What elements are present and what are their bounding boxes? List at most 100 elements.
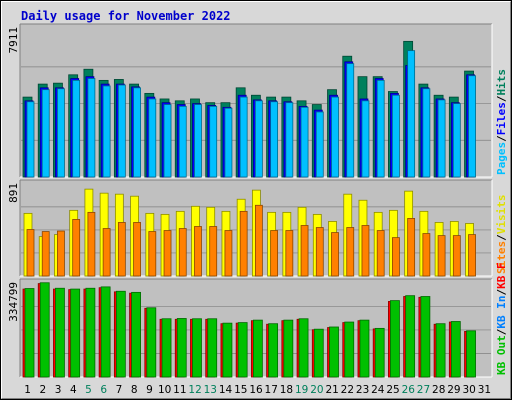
bar-sites-16 xyxy=(254,204,263,277)
x-tick-label: 23 xyxy=(356,384,369,396)
x-tick-label: 12 xyxy=(188,384,201,396)
legend-entry: / xyxy=(495,95,508,102)
x-tick-label: 9 xyxy=(146,384,153,396)
x-tick-label: 20 xyxy=(310,384,323,396)
x-tick-label: 18 xyxy=(280,384,293,396)
bar-pages-25 xyxy=(392,94,400,178)
bar-sites-20 xyxy=(315,227,324,277)
bar-kbout-3 xyxy=(55,287,65,378)
bar-sites-24 xyxy=(376,230,385,277)
bar-pages-12 xyxy=(194,104,202,178)
x-tick-label: 25 xyxy=(386,384,399,396)
bar-pages-30 xyxy=(468,75,476,178)
bar-kbout-18 xyxy=(283,319,294,378)
bar-kbout-4 xyxy=(70,288,81,378)
bar-kbout-10 xyxy=(161,318,172,378)
bar-kbout-7 xyxy=(115,290,126,378)
bar-pages-5 xyxy=(87,78,96,178)
bar-kbout-28 xyxy=(435,323,446,378)
x-tick-label: 26 xyxy=(402,384,416,396)
x-tick-label: 7 xyxy=(116,384,123,396)
bar-pages-15 xyxy=(239,96,248,178)
bar-sites-27 xyxy=(422,233,431,277)
x-tick-label: 3 xyxy=(55,384,62,396)
bar-kbout-20 xyxy=(313,328,324,378)
bar-kbout-6 xyxy=(100,286,111,378)
bar-sites-3 xyxy=(57,230,65,277)
bar-pages-10 xyxy=(163,104,172,178)
bar-kbout-23 xyxy=(359,319,370,378)
bar-sites-28 xyxy=(437,235,446,277)
bar-pages-1 xyxy=(26,101,35,178)
bar-sites-4 xyxy=(72,219,81,277)
bar-kbout-26 xyxy=(405,295,416,378)
x-tick-label: 2 xyxy=(39,384,46,396)
bar-kbout-5 xyxy=(85,287,96,378)
bar-sites-22 xyxy=(346,227,355,277)
bar-pages-27 xyxy=(422,88,431,178)
legend-entry: / xyxy=(495,234,508,241)
bar-kbout-15 xyxy=(237,322,248,378)
bar-sites-6 xyxy=(102,228,111,277)
bar-kbout-17 xyxy=(268,323,279,378)
bar-sites-29 xyxy=(452,235,461,277)
x-tick-label: 28 xyxy=(432,384,445,396)
bar-kbout-24 xyxy=(374,327,385,378)
legend-entry: Pages xyxy=(495,142,508,175)
x-tick-label: 30 xyxy=(462,384,475,396)
legend-entry: Files xyxy=(495,102,508,135)
bar-sites-17 xyxy=(270,230,279,277)
bar-pages-9 xyxy=(148,98,157,178)
bar-sites-8 xyxy=(133,222,141,277)
legend-entry: / xyxy=(495,289,508,296)
bar-kbout-25 xyxy=(390,300,400,378)
x-tick-label: 13 xyxy=(204,384,217,396)
bar-pages-23 xyxy=(361,100,370,178)
x-tick-label: 19 xyxy=(295,384,308,396)
bar-pages-16 xyxy=(254,100,263,178)
x-tick-label: 8 xyxy=(131,384,138,396)
bar-kbout-21 xyxy=(329,326,339,378)
x-tick-label: 5 xyxy=(85,384,92,396)
bar-kbout-19 xyxy=(298,318,309,378)
bar-kbout-13 xyxy=(207,318,218,378)
x-tick-label: 14 xyxy=(219,384,233,396)
legend-entry: Visits xyxy=(495,195,508,235)
x-tick-label: 1 xyxy=(24,384,31,396)
bar-pages-3 xyxy=(57,88,65,178)
legend-entry: KB F xyxy=(495,262,508,289)
legend-entry: Hits xyxy=(495,69,508,96)
bar-sites-7 xyxy=(117,222,126,277)
bar-pages-18 xyxy=(285,102,294,178)
bar-kbout-8 xyxy=(131,291,141,378)
legend-entry: KB Out xyxy=(495,335,508,375)
bar-kbout-11 xyxy=(176,318,187,378)
bar-pages-17 xyxy=(270,101,279,178)
x-tick-label: 24 xyxy=(371,384,385,396)
bar-pages-8 xyxy=(133,87,141,178)
panel-hits-files-pages-max-label: 7911 xyxy=(7,27,20,54)
bar-sites-10 xyxy=(163,230,172,277)
bar-kbout-1 xyxy=(24,288,35,378)
legend-entry: KB In xyxy=(495,296,508,329)
bar-pages-7 xyxy=(117,84,126,178)
x-tick-label: 15 xyxy=(234,384,247,396)
bar-sites-5 xyxy=(87,211,96,277)
bar-pages-4 xyxy=(72,79,81,178)
bar-sites-23 xyxy=(361,225,370,277)
bar-pages-24 xyxy=(376,79,385,178)
bar-pages-29 xyxy=(452,103,461,178)
bar-pages-11 xyxy=(178,105,187,178)
bar-pages-22 xyxy=(346,63,355,178)
x-tick-label: 10 xyxy=(158,384,171,396)
bar-sites-25 xyxy=(392,237,400,277)
bar-pages-19 xyxy=(300,106,309,178)
chart-title: Daily usage for November 2022 xyxy=(21,9,231,23)
bar-kbout-16 xyxy=(252,319,263,378)
bar-pages-2 xyxy=(41,89,50,178)
bar-sites-2 xyxy=(41,231,50,277)
panel-hits-files-pages-legend: Pages/Files/Hits xyxy=(495,69,508,175)
x-tick-label: 27 xyxy=(417,384,430,396)
panel-kbytes-legend: KB Out/KB In/KB F xyxy=(495,262,508,375)
